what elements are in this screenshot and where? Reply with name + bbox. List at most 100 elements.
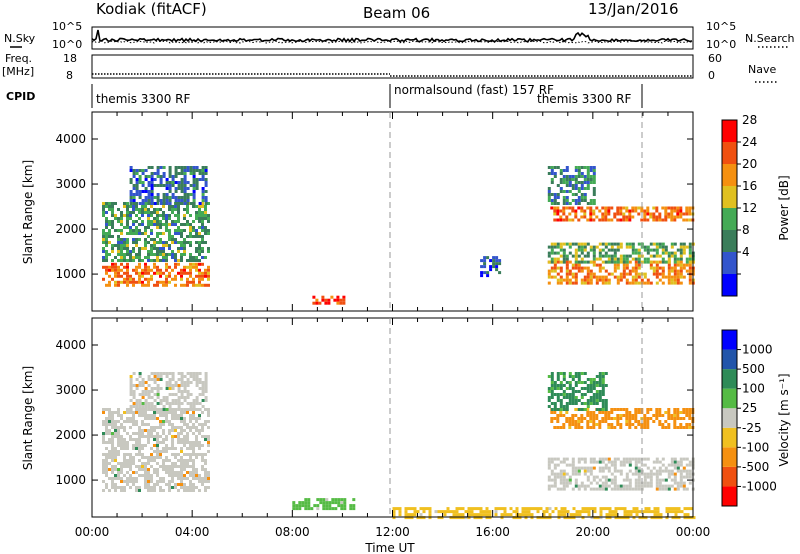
cell: [679, 269, 683, 273]
freq-left-tick-top: 18: [63, 52, 77, 65]
cell: [658, 414, 662, 417]
cell: [583, 402, 587, 405]
cell: [171, 399, 175, 402]
cell: [452, 516, 456, 520]
cell: [144, 462, 147, 465]
cell: [147, 196, 151, 199]
cell: [111, 483, 114, 486]
cell: [153, 471, 156, 474]
cell: [117, 247, 120, 250]
cell: [168, 447, 171, 450]
cell: [165, 268, 168, 272]
cell: [586, 266, 590, 270]
cell: [568, 178, 572, 181]
cell: [556, 472, 560, 476]
cell: [195, 265, 198, 269]
cell: [467, 510, 471, 514]
cell: [144, 483, 147, 486]
cell: [473, 507, 477, 511]
cell: [168, 429, 171, 432]
cell: [195, 456, 198, 459]
cell: [480, 265, 484, 269]
cell: [595, 487, 599, 491]
cell: [177, 372, 181, 375]
cell: [156, 384, 160, 387]
cell: [147, 489, 150, 492]
cell: [201, 202, 204, 205]
cell: [625, 457, 629, 461]
cell: [189, 474, 192, 477]
cell: [568, 202, 572, 205]
cell: [565, 202, 569, 205]
cell: [342, 298, 346, 302]
cell: [568, 381, 572, 384]
cell: [595, 281, 599, 285]
cell: [619, 260, 623, 264]
cell: [488, 513, 492, 517]
cell: [419, 507, 423, 511]
cell: [688, 281, 692, 285]
cell: [144, 283, 147, 287]
cell: [518, 516, 522, 520]
cell: [156, 196, 160, 199]
cell: [565, 281, 569, 285]
cell: [556, 212, 560, 216]
cell: [626, 513, 630, 517]
cell: [180, 223, 183, 226]
cell: [165, 223, 168, 226]
cell: [643, 420, 647, 423]
cell: [204, 471, 207, 474]
cell: [553, 257, 557, 261]
cell: [670, 251, 674, 255]
cell: [117, 408, 120, 411]
cell: [682, 417, 686, 420]
cell: [162, 405, 166, 408]
cell: [114, 447, 117, 450]
cell: [553, 426, 557, 429]
cell: [123, 426, 126, 429]
cell: [574, 251, 578, 255]
cell: [153, 202, 157, 205]
cell: [162, 223, 165, 226]
cell: [117, 241, 120, 244]
cell: [559, 266, 563, 270]
cell: [159, 411, 162, 414]
cell: [138, 253, 141, 256]
x-tick-label: 12:00: [375, 525, 410, 539]
cell: [144, 417, 147, 420]
cell: [659, 516, 663, 520]
cell: [141, 259, 144, 262]
cell: [168, 223, 171, 226]
cell: [207, 274, 210, 278]
cell: [207, 444, 210, 447]
cell: [114, 426, 117, 429]
cell: [623, 510, 627, 514]
cell: [180, 187, 184, 190]
cell: [550, 275, 554, 279]
cell: [556, 375, 560, 378]
cell: [126, 220, 129, 223]
cell: [628, 420, 632, 423]
cell: [186, 471, 189, 474]
cell: [132, 471, 135, 474]
cell: [637, 254, 641, 258]
cell: [598, 372, 602, 375]
cell: [201, 220, 204, 223]
cell: [195, 426, 198, 429]
cell: [189, 414, 192, 417]
cell: [613, 260, 617, 264]
cell: [495, 262, 499, 266]
cell: [111, 459, 114, 462]
cell: [568, 475, 572, 479]
cell: [527, 510, 531, 514]
cell: [604, 245, 608, 249]
cell: [156, 441, 159, 444]
cell: [105, 456, 108, 459]
cell: [550, 393, 554, 396]
cell: [186, 277, 189, 281]
cell: [440, 510, 444, 514]
cell: [165, 178, 169, 181]
cell: [550, 172, 554, 175]
cell: [571, 206, 575, 210]
cell: [153, 426, 156, 429]
